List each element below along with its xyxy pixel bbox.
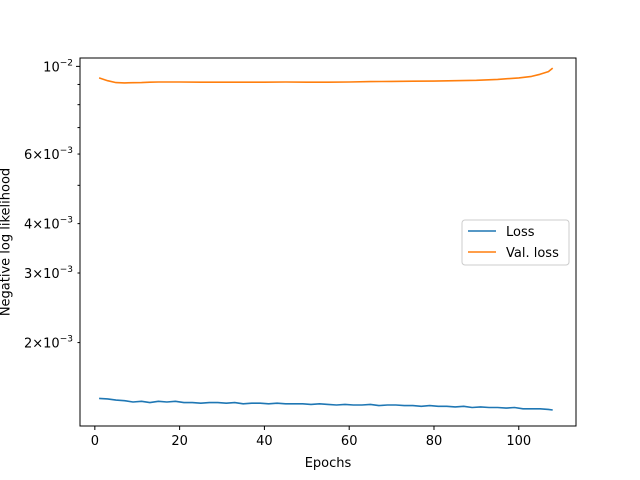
plot-lines	[98, 67, 554, 411]
y-tick-exponent: −3	[60, 216, 73, 226]
x-axis: 0 20 40 60 80 100	[91, 426, 531, 449]
x-axis-title: Epochs	[305, 456, 352, 471]
y-tick-label: 3×10−3	[24, 265, 73, 282]
y-tick-mantissa: 3×10	[24, 267, 60, 282]
x-tick-label: 40	[256, 434, 273, 449]
x-tick-label: 80	[426, 434, 443, 449]
series-line-val-loss	[98, 67, 554, 84]
y-axis-title: Negative log likelihood	[0, 168, 14, 316]
y-tick-exponent: −2	[60, 58, 73, 68]
legend: Loss Val. loss	[461, 219, 570, 266]
series-line-loss	[99, 397, 553, 411]
y-tick-label: 6×10−3	[24, 146, 73, 163]
legend-label: Loss	[506, 225, 535, 240]
y-tick-mantissa: 2×10	[24, 337, 60, 352]
y-tick-mantissa: 10	[43, 60, 60, 75]
x-tick-label: 60	[341, 434, 358, 449]
x-tick-label: 20	[171, 434, 188, 449]
y-tick-label: 10−2	[43, 58, 73, 75]
y-tick-mantissa: 4×10	[24, 218, 60, 233]
y-axis: 10−22×10−33×10−34×10−36×10−3	[24, 58, 80, 352]
y-tick-label: 2×10−3	[24, 335, 73, 352]
y-tick-exponent: −3	[60, 146, 73, 156]
x-tick-label: 0	[91, 434, 99, 449]
x-tick-label: 100	[506, 434, 531, 449]
y-tick-label: 4×10−3	[24, 216, 73, 233]
y-tick-mantissa: 6×10	[24, 148, 60, 163]
y-tick-exponent: −3	[60, 335, 73, 345]
y-tick-exponent: −3	[60, 265, 73, 275]
legend-label: Val. loss	[506, 246, 559, 261]
plot-frame	[79, 57, 577, 427]
